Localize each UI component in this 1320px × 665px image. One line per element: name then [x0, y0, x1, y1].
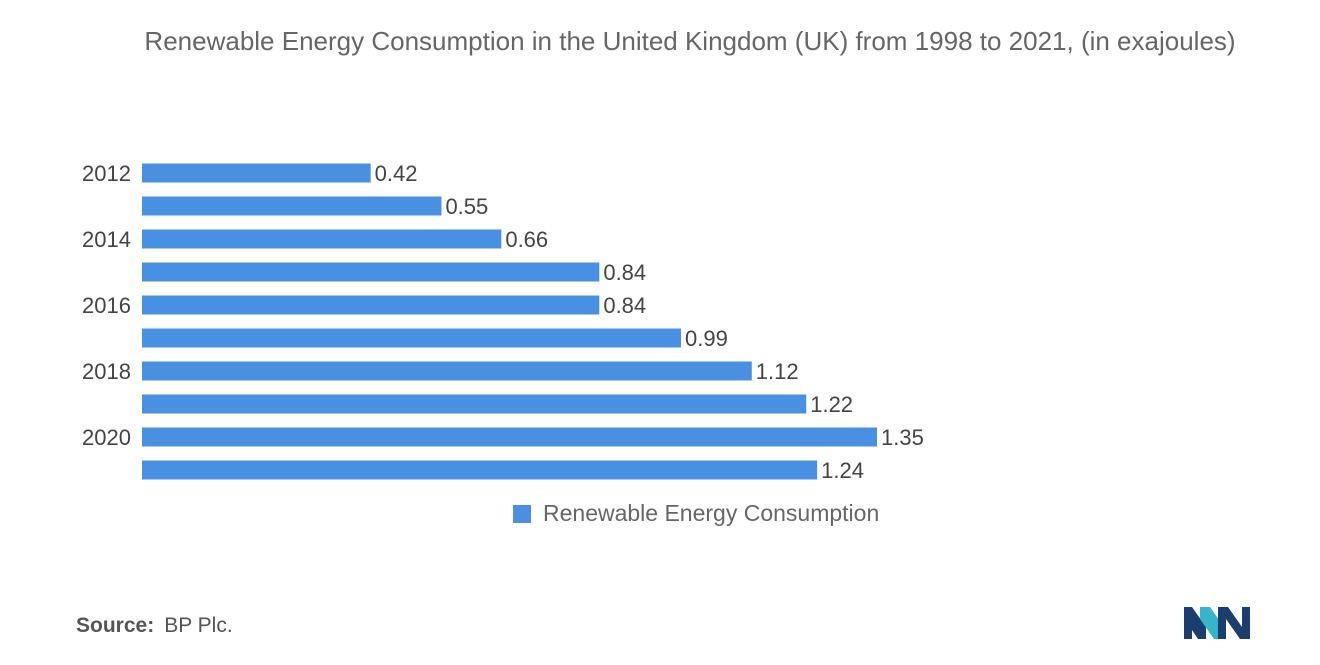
data-label-2021: 1.24	[821, 458, 864, 483]
data-label-2016: 0.84	[603, 293, 646, 318]
data-label-2015: 0.84	[603, 260, 646, 285]
data-label-2014: 0.66	[505, 227, 548, 252]
source-note: Source: BP Plc.	[76, 614, 233, 638]
source-label: Source:	[76, 614, 155, 637]
data-label-2020: 1.35	[881, 425, 924, 450]
bar-2017[interactable]	[142, 328, 681, 348]
bar-2016[interactable]	[142, 295, 600, 315]
legend[interactable]: Renewable Energy Consumption	[513, 500, 879, 527]
bar-2021[interactable]	[142, 460, 818, 480]
mordor-intelligence-logo-icon	[1184, 607, 1250, 639]
y-tick-label-2012: 2012	[82, 161, 131, 186]
chart-title: Renewable Energy Consumption in the Unit…	[144, 26, 1236, 56]
data-label-2018: 1.12	[756, 359, 799, 384]
bar-2013[interactable]	[142, 196, 442, 216]
bar-2015[interactable]	[142, 262, 600, 282]
data-label-2019: 1.22	[810, 392, 853, 417]
data-label-2017: 0.99	[685, 326, 728, 351]
y-tick-label-2014: 2014	[82, 227, 131, 252]
data-label-2012: 0.42	[375, 161, 418, 186]
bar-2014[interactable]	[142, 229, 502, 249]
source-value: BP Plc.	[164, 614, 233, 637]
y-tick-label-2020: 2020	[82, 425, 131, 450]
bar-2018[interactable]	[142, 361, 752, 381]
bar-2019[interactable]	[142, 394, 807, 414]
bar-2012[interactable]	[142, 163, 371, 183]
y-tick-label-2016: 2016	[82, 293, 131, 318]
bar-2020[interactable]	[142, 427, 877, 447]
data-label-2013: 0.55	[445, 194, 488, 219]
legend-swatch	[513, 504, 531, 523]
y-tick-label-2018: 2018	[82, 359, 131, 384]
legend-label: Renewable Energy Consumption	[543, 500, 880, 526]
